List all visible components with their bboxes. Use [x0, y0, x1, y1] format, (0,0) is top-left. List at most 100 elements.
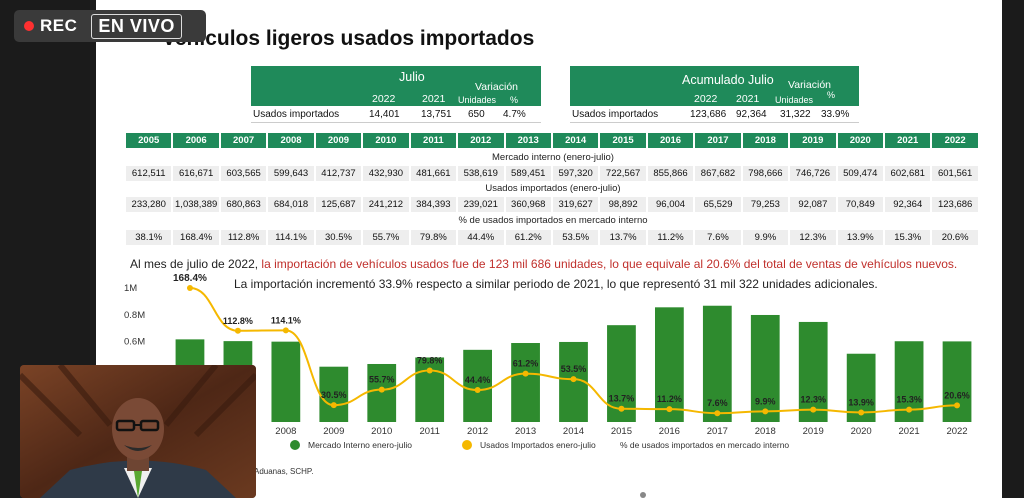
year-cell: 2006 [173, 133, 219, 148]
cum-pct-label: % [827, 90, 836, 100]
mercado-cell: 746,726 [790, 166, 836, 181]
point-usados-2008 [282, 327, 289, 334]
x-tick-label-2011: 2011 [419, 426, 439, 437]
x-tick-label-2020: 2020 [851, 426, 872, 437]
usados-cell: 92,087 [790, 197, 836, 212]
mercado-cell: 432,930 [363, 166, 409, 181]
usados-cell: 684,018 [268, 197, 314, 212]
cum-variacion-label: Variación [788, 79, 831, 91]
legend-mercado-label: Mercado Interno enero-julio [308, 440, 412, 450]
pct-cell: 13.9% [837, 230, 883, 245]
x-tick-label-2015: 2015 [611, 426, 632, 437]
x-tick-label-2010: 2010 [371, 426, 392, 437]
data-label-pct-2012: 44.4% [465, 375, 491, 385]
x-tick-label-2016: 2016 [659, 426, 680, 437]
point-usados-2018 [762, 408, 769, 415]
mercado-cell: 602,681 [885, 166, 931, 181]
july-value-2021: 13,751 [421, 109, 452, 120]
mercado-cell: 597,320 [552, 166, 599, 181]
data-label-pct-2009: 30.5% [321, 390, 347, 400]
data-label-pct-2008: 114.1% [271, 315, 301, 325]
x-tick-label-2018: 2018 [755, 426, 776, 437]
point-usados-2021 [906, 406, 913, 413]
year-cell: 2014 [552, 133, 599, 148]
pct-cell: 20.6% [932, 230, 978, 245]
july-value-unidades: 650 [468, 109, 485, 120]
description-intro: Al mes de julio de 2022, [130, 257, 262, 271]
data-label-pct-2010: 55.7% [369, 375, 395, 385]
description-highlight: la importación de vehículos usados fue d… [261, 257, 958, 271]
mercado-cell: 589,451 [505, 166, 551, 181]
pct-cell: 114.1% [268, 230, 314, 245]
july-variacion-label: Variación [475, 81, 518, 93]
bar-mercado-2012 [463, 349, 492, 422]
data-label-pct-2018: 9.9% [755, 396, 776, 406]
year-cell: 2020 [837, 133, 883, 148]
point-usados-2022 [954, 402, 961, 409]
pct-cell: 13.7% [600, 230, 646, 245]
legend-pct: % de usados importados en mercado intern… [620, 440, 789, 450]
mercado-cell: 855,866 [647, 166, 694, 181]
mercado-cell: 509,474 [837, 166, 883, 181]
year-cell: 2008 [268, 133, 314, 148]
point-usados-2017 [714, 410, 721, 417]
x-tick-label-2009: 2009 [323, 426, 344, 437]
usados-cell: 360,968 [505, 197, 551, 212]
legend-mercado: Mercado Interno enero-julio [290, 440, 412, 450]
year-table: 2005 2006 2007 2008 2009 2010 2011 2012 2013 2014… [126, 133, 980, 245]
pct-cell: 9.9% [742, 230, 789, 245]
cum-value-2021: 92,364 [736, 109, 767, 120]
year-cell: 2022 [932, 133, 978, 148]
slide-scroll-indicator [640, 492, 646, 498]
data-label-pct-2022: 20.6% [944, 390, 970, 400]
cum-value-unidades: 31,322 [780, 109, 811, 120]
y-tick-label: 1M [124, 283, 137, 294]
cum-year-2021: 2021 [736, 93, 760, 105]
data-label-pct-2011: 79.8% [417, 355, 443, 365]
cum-unidades-label: Unidades [775, 95, 814, 105]
legend-usados-swatch [462, 440, 472, 450]
bar-mercado-2009 [319, 366, 349, 422]
data-label-pct-2017: 7.6% [707, 398, 728, 408]
year-cell: 2012 [458, 133, 504, 148]
mercado-cell: 616,671 [173, 166, 219, 181]
pct-cell: 38.1% [126, 230, 172, 245]
description-line-2: La importación incrementó 33.9% respecto… [234, 277, 878, 291]
point-usados-2007 [234, 327, 241, 334]
bar-mercado-2013 [511, 343, 540, 422]
pct-cell: 112.8% [220, 230, 267, 245]
usados-cell: 65,529 [695, 197, 741, 212]
july-table-header: Julio Variación 2022 2021 Unidades % [251, 66, 541, 106]
year-cell: 2009 [315, 133, 362, 148]
y-tick-label: 0.8M [124, 310, 145, 321]
july-header-label: Julio [399, 70, 425, 84]
pct-cell: 79.8% [410, 230, 457, 245]
data-label-pct-2015: 13.7% [609, 394, 635, 404]
y-tick-label: 0.6M [124, 337, 145, 348]
july-year-2022: 2022 [372, 93, 396, 105]
point-usados-2010 [378, 386, 385, 393]
july-values-row: Usados importados 14,401 13,751 650 4.7% [251, 109, 541, 123]
year-cell: 2011 [410, 133, 457, 148]
mercado-cell: 722,567 [600, 166, 646, 181]
year-cell: 2010 [363, 133, 409, 148]
bar-mercado-2019 [798, 321, 828, 422]
year-cell: 2018 [742, 133, 789, 148]
data-label-pct-2016: 11.2% [657, 394, 682, 404]
slide-title: Vehículos ligeros usados importados [162, 27, 535, 50]
x-tick-label-2019: 2019 [803, 426, 824, 437]
point-usados-2012 [474, 386, 481, 393]
pct-cell: 7.6% [695, 230, 741, 245]
data-label-pct-2014: 53.5% [561, 364, 587, 374]
july-value-pct: 4.7% [503, 109, 526, 120]
usados-cell: 79,253 [742, 197, 789, 212]
mercado-cell: 481,661 [410, 166, 457, 181]
mercado-cell: 867,682 [695, 166, 741, 181]
usados-cell: 233,280 [126, 197, 172, 212]
description-line-1: Al mes de julio de 2022, la importación … [130, 257, 957, 271]
cum-values-row: Usados importados 123,686 92,364 31,322 … [570, 109, 859, 123]
pct-cell: 61.2% [505, 230, 551, 245]
x-tick-label-2012: 2012 [467, 426, 488, 437]
data-label-pct-2020: 13.9% [848, 398, 874, 408]
usados-cell: 384,393 [410, 197, 457, 212]
